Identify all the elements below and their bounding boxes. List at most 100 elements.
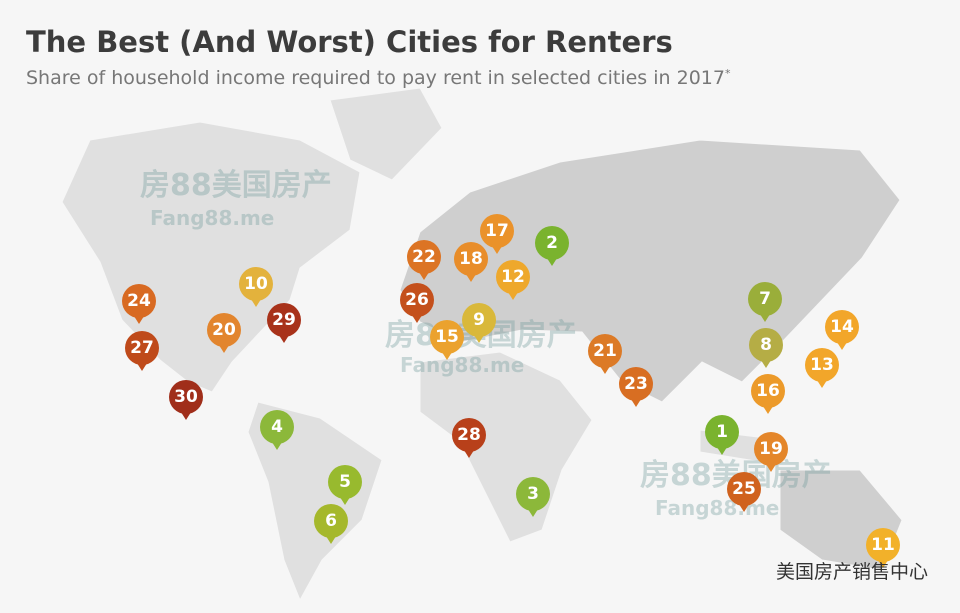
north-america (61, 121, 361, 393)
marker-rank: 26 (405, 290, 429, 310)
marker-bubble (705, 415, 739, 449)
city-marker: 8 (749, 328, 783, 368)
city-marker: 14 (825, 310, 859, 350)
marker-bubble (588, 334, 622, 368)
marker-bubble (328, 465, 362, 499)
city-marker: 20 (207, 313, 241, 353)
marker-rank: 4 (271, 417, 283, 437)
marker-bubble (207, 313, 241, 347)
marker-bubble (260, 410, 294, 444)
city-marker: 25 (727, 472, 761, 512)
city-marker: 10 (239, 267, 273, 307)
marker-bubble (496, 260, 530, 294)
city-marker: 27 (125, 331, 159, 371)
greenland (329, 87, 443, 181)
marker-bubble (239, 267, 273, 301)
city-marker: 2 (535, 226, 569, 266)
city-marker: 9 (462, 303, 496, 343)
city-marker: 26 (400, 283, 434, 323)
marker-rank: 12 (501, 267, 525, 287)
marker-rank: 27 (130, 338, 154, 358)
marker-bubble (480, 214, 514, 248)
city-marker: 21 (588, 334, 622, 374)
markers: 1234567891011121314151617181920212223242… (122, 214, 900, 568)
marker-bubble (169, 380, 203, 414)
city-marker: 12 (496, 260, 530, 300)
marker-bubble (452, 418, 486, 452)
marker-bubble (825, 310, 859, 344)
marker-bubble (754, 432, 788, 466)
marker-rank: 6 (325, 511, 337, 531)
city-marker: 19 (754, 432, 788, 472)
marker-bubble (125, 331, 159, 365)
marker-rank: 11 (871, 535, 895, 555)
marker-rank: 14 (830, 317, 854, 337)
city-marker: 18 (454, 242, 488, 282)
marker-bubble (430, 320, 464, 354)
marker-bubble (751, 374, 785, 408)
marker-bubble (267, 303, 301, 337)
marker-rank: 30 (174, 387, 198, 407)
marker-bubble (748, 282, 782, 316)
footnote-mark: * (725, 67, 731, 80)
city-marker: 5 (328, 465, 362, 505)
marker-bubble (122, 284, 156, 318)
marker-rank: 23 (624, 374, 648, 394)
marker-bubble (866, 528, 900, 562)
city-marker: 4 (260, 410, 294, 450)
watermark-site: Fang88.me (400, 353, 524, 377)
marker-bubble (516, 477, 550, 511)
marker-bubble (805, 348, 839, 382)
city-marker: 6 (314, 504, 348, 544)
marker-rank: 25 (732, 479, 756, 499)
marker-bubble (727, 472, 761, 506)
subtitle-text: Share of household income required to pa… (26, 67, 725, 89)
city-marker: 30 (169, 380, 203, 420)
marker-rank: 21 (593, 341, 617, 361)
city-marker: 15 (430, 320, 464, 360)
city-marker: 11 (866, 528, 900, 568)
city-marker: 22 (407, 240, 441, 280)
city-marker: 16 (751, 374, 785, 414)
marker-rank: 17 (485, 221, 509, 241)
marker-rank: 16 (756, 381, 780, 401)
marker-bubble (314, 504, 348, 538)
marker-bubble (407, 240, 441, 274)
marker-rank: 10 (244, 274, 268, 294)
city-marker: 24 (122, 284, 156, 324)
city-marker: 13 (805, 348, 839, 388)
marker-rank: 9 (473, 310, 485, 330)
marker-bubble (462, 303, 496, 337)
marker-rank: 13 (810, 355, 834, 375)
marker-bubble (400, 283, 434, 317)
marker-bubble (535, 226, 569, 260)
watermark-site: Fang88.me (150, 206, 274, 230)
marker-rank: 7 (759, 289, 771, 309)
marker-bubble (454, 242, 488, 276)
watermark-brand: 房88美国房产 (140, 168, 332, 203)
marker-rank: 29 (272, 310, 296, 330)
city-marker: 29 (267, 303, 301, 343)
south-america (247, 401, 383, 602)
marker-rank: 1 (716, 422, 728, 442)
city-marker: 28 (452, 418, 486, 458)
marker-rank: 22 (412, 247, 436, 267)
marker-bubble (749, 328, 783, 362)
account-watermark: 美国房产销售中心 (776, 561, 928, 583)
marker-rank: 24 (127, 291, 151, 311)
marker-rank: 5 (339, 472, 351, 492)
subtitle: Share of household income required to pa… (26, 67, 731, 89)
watermark-site: Fang88.me (655, 496, 779, 520)
city-marker: 3 (516, 477, 550, 517)
marker-rank: 3 (527, 484, 539, 504)
marker-rank: 20 (212, 320, 236, 340)
title: The Best (And Worst) Cities for Renters (26, 25, 673, 59)
marker-rank: 8 (760, 335, 772, 355)
marker-bubble (619, 367, 653, 401)
city-marker: 23 (619, 367, 653, 407)
marker-rank: 18 (459, 249, 483, 269)
marker-rank: 2 (546, 233, 558, 253)
marker-rank: 28 (457, 425, 481, 445)
marker-rank: 15 (435, 327, 459, 347)
